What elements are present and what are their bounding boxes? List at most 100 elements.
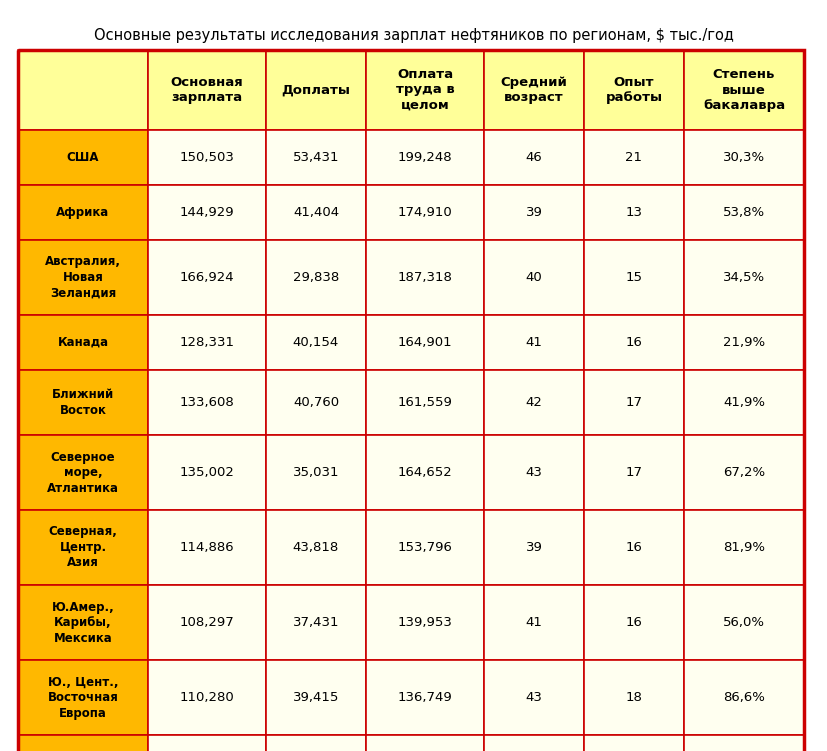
- Text: 16: 16: [625, 541, 642, 554]
- Bar: [366, 50, 484, 130]
- Text: 41,404: 41,404: [293, 206, 338, 219]
- Bar: [683, 735, 803, 751]
- Bar: [265, 510, 366, 585]
- Bar: [683, 50, 803, 130]
- Bar: [18, 185, 148, 240]
- Text: Северная,
Центр.
Азия: Северная, Центр. Азия: [49, 526, 117, 569]
- Bar: [484, 660, 583, 735]
- Text: 13: 13: [624, 206, 642, 219]
- Text: 42: 42: [525, 396, 542, 409]
- Bar: [148, 370, 265, 435]
- Bar: [683, 370, 803, 435]
- Text: 15: 15: [624, 271, 642, 284]
- Bar: [265, 50, 366, 130]
- Text: Ближний
Восток: Ближний Восток: [52, 388, 114, 417]
- Bar: [265, 185, 366, 240]
- Text: 81,9%: 81,9%: [722, 541, 764, 554]
- Text: 30,3%: 30,3%: [722, 151, 764, 164]
- Bar: [683, 585, 803, 660]
- Bar: [18, 370, 148, 435]
- Text: Основные результаты исследования зарплат нефтяников по регионам, $ тыс./год: Основные результаты исследования зарплат…: [94, 28, 733, 43]
- Text: США: США: [67, 151, 99, 164]
- Text: 39: 39: [525, 541, 542, 554]
- Text: 39: 39: [525, 206, 542, 219]
- Bar: [265, 435, 366, 510]
- Bar: [583, 435, 683, 510]
- Bar: [18, 130, 148, 185]
- Text: Степень
выше
бакалавра: Степень выше бакалавра: [702, 68, 784, 112]
- Text: 56,0%: 56,0%: [722, 616, 764, 629]
- Text: Опыт
работы: Опыт работы: [605, 76, 662, 104]
- Text: 187,318: 187,318: [397, 271, 452, 284]
- Text: 139,953: 139,953: [397, 616, 452, 629]
- Text: 150,503: 150,503: [179, 151, 234, 164]
- Bar: [148, 660, 265, 735]
- Text: 53,8%: 53,8%: [722, 206, 764, 219]
- Text: 161,559: 161,559: [397, 396, 452, 409]
- Text: 128,331: 128,331: [179, 336, 234, 349]
- Text: 114,886: 114,886: [179, 541, 234, 554]
- Text: 43: 43: [525, 691, 542, 704]
- Bar: [683, 510, 803, 585]
- Bar: [484, 240, 583, 315]
- Bar: [366, 435, 484, 510]
- Text: 41,9%: 41,9%: [722, 396, 764, 409]
- Bar: [148, 435, 265, 510]
- Text: 144,929: 144,929: [179, 206, 234, 219]
- Bar: [366, 315, 484, 370]
- Text: 16: 16: [625, 616, 642, 629]
- Bar: [366, 660, 484, 735]
- Text: 166,924: 166,924: [179, 271, 234, 284]
- Text: 35,031: 35,031: [293, 466, 339, 479]
- Text: 43: 43: [525, 466, 542, 479]
- Text: 110,280: 110,280: [179, 691, 234, 704]
- Bar: [583, 370, 683, 435]
- Text: 17: 17: [624, 396, 642, 409]
- Bar: [265, 585, 366, 660]
- Text: 108,297: 108,297: [179, 616, 234, 629]
- Text: 164,652: 164,652: [397, 466, 452, 479]
- Text: Африка: Африка: [56, 206, 109, 219]
- Text: Канада: Канада: [57, 336, 108, 349]
- Bar: [583, 735, 683, 751]
- Bar: [148, 735, 265, 751]
- Bar: [265, 315, 366, 370]
- Bar: [18, 240, 148, 315]
- Text: Доплаты: Доплаты: [281, 83, 350, 96]
- Text: Оплата
труда в
целом: Оплата труда в целом: [395, 68, 454, 112]
- Text: 21: 21: [624, 151, 642, 164]
- Bar: [148, 510, 265, 585]
- Text: 86,6%: 86,6%: [722, 691, 764, 704]
- Bar: [583, 585, 683, 660]
- Bar: [484, 435, 583, 510]
- Text: Средний
возраст: Средний возраст: [500, 76, 566, 104]
- Bar: [583, 185, 683, 240]
- Text: Ю., Цент.,
Восточная
Европа: Ю., Цент., Восточная Европа: [47, 675, 118, 719]
- Text: 67,2%: 67,2%: [722, 466, 764, 479]
- Text: 53,431: 53,431: [293, 151, 339, 164]
- Text: 164,901: 164,901: [397, 336, 452, 349]
- Bar: [683, 185, 803, 240]
- Bar: [484, 585, 583, 660]
- Text: 153,796: 153,796: [397, 541, 452, 554]
- Bar: [683, 240, 803, 315]
- Bar: [18, 660, 148, 735]
- Bar: [18, 510, 148, 585]
- Bar: [18, 315, 148, 370]
- Bar: [484, 130, 583, 185]
- Bar: [148, 585, 265, 660]
- Bar: [366, 130, 484, 185]
- Bar: [366, 585, 484, 660]
- Bar: [148, 50, 265, 130]
- Bar: [484, 370, 583, 435]
- Text: 133,608: 133,608: [179, 396, 234, 409]
- Bar: [583, 130, 683, 185]
- Text: 46: 46: [525, 151, 542, 164]
- Bar: [18, 50, 148, 130]
- Text: 16: 16: [625, 336, 642, 349]
- Bar: [683, 660, 803, 735]
- Bar: [683, 315, 803, 370]
- Text: 29,838: 29,838: [293, 271, 339, 284]
- Text: 199,248: 199,248: [397, 151, 452, 164]
- Bar: [484, 735, 583, 751]
